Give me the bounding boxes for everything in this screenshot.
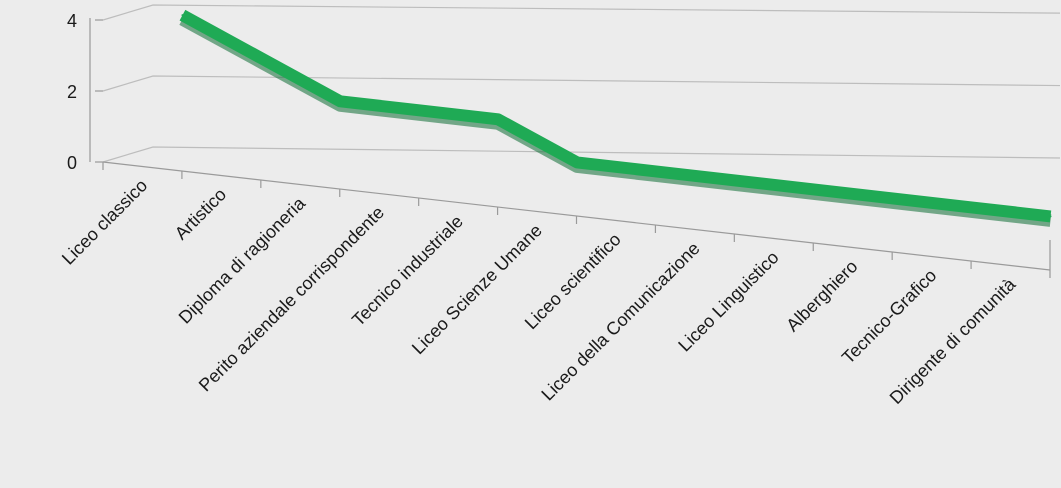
data-point-3 — [339, 100, 342, 103]
y-tick-label: 0 — [67, 153, 77, 173]
x-tick-label: Artistico — [171, 184, 230, 243]
y-tick-label: 2 — [67, 82, 77, 102]
series-line — [179, 9, 1052, 223]
series-line-shadow — [179, 13, 1052, 227]
gridline-2 — [102, 75, 1061, 92]
data-point-1 — [181, 14, 184, 17]
x-tick-label: Perito aziendale corrispondente — [195, 202, 388, 395]
gridline-0 — [102, 146, 1061, 163]
gridline-4 — [102, 4, 1061, 21]
y-tick-label: 4 — [67, 11, 77, 31]
data-point-11 — [970, 206, 973, 209]
x-tick-label: Alberghiero — [782, 256, 861, 335]
x-tick-label: Liceo classico — [58, 175, 151, 268]
x-tick-label: Liceo della Comunicazione — [537, 238, 703, 404]
data-point-5 — [497, 118, 500, 121]
x-tick-label: Tecnico-Grafico — [838, 265, 941, 368]
axes — [89, 18, 1051, 278]
data-point-4 — [418, 109, 421, 112]
data-point-6 — [576, 161, 579, 164]
data-point-8 — [733, 179, 736, 182]
data-point-2 — [260, 57, 263, 60]
data-point-7 — [654, 170, 657, 173]
series-layer — [179, 9, 1052, 227]
data-point-9 — [812, 188, 815, 191]
data-point-12 — [1049, 215, 1052, 218]
data-point-10 — [891, 197, 894, 200]
gridlines — [102, 4, 1061, 163]
